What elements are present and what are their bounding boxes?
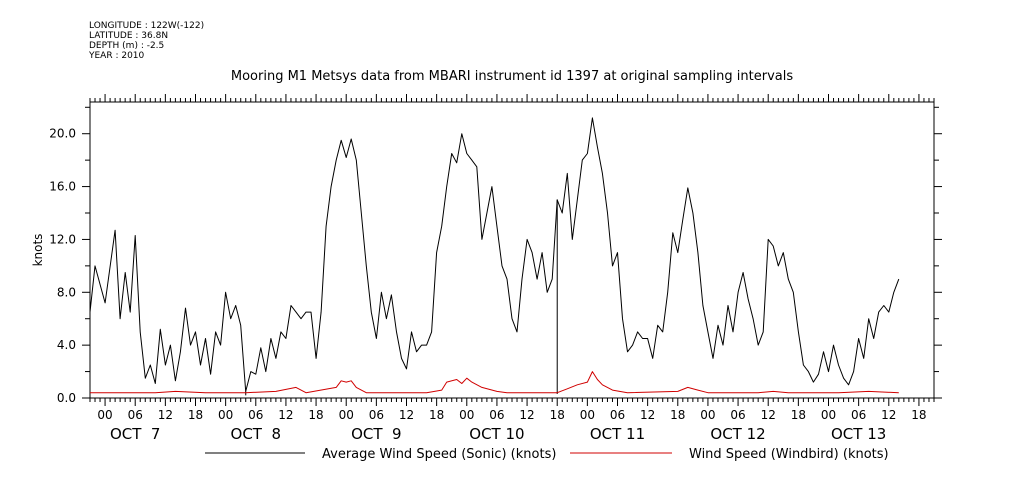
x-tick-label: 00 [700,408,715,422]
x-tick-label: 00 [821,408,836,422]
x-day-label: OCT 12 [710,425,765,443]
x-tick-label: 00 [459,408,474,422]
x-tick-label: 18 [429,408,444,422]
x-tick-label: 06 [489,408,504,422]
x-day-label: OCT 13 [831,425,886,443]
x-tick-label: 12 [519,408,534,422]
x-tick-label: 06 [610,408,625,422]
x-tick-label: 18 [308,408,323,422]
y-tick-label: 12.0 [49,232,76,246]
x-day-label: OCT 11 [590,425,645,443]
plot-frame [89,101,935,399]
x-tick-label: 12 [881,408,896,422]
x-day-label: OCT 9 [351,425,402,443]
x-day-label: OCT 8 [231,425,282,443]
x-tick-label: 00 [339,408,354,422]
metadata-block: LONGITUDE : 122W(-122) LATITUDE : 36.8N … [89,21,204,61]
x-tick-label: 06 [730,408,745,422]
x-tick-label: 12 [640,408,655,422]
x-tick-label: 18 [911,408,926,422]
y-tick-label: 16.0 [49,180,76,194]
metadata-line: DEPTH (m) : -2.5 [89,41,165,51]
x-tick-label: 18 [188,408,203,422]
x-tick-label: 18 [670,408,685,422]
x-tick-label: 18 [791,408,806,422]
x-tick-label: 00 [218,408,233,422]
x-tick-label: 06 [851,408,866,422]
x-tick-label: 18 [550,408,565,422]
y-axis-label: knots [31,234,45,267]
x-tick-label: 06 [128,408,143,422]
legend-label-sonic: Average Wind Speed (Sonic) (knots) [322,447,556,462]
metadata-line: YEAR : 2010 [89,51,145,61]
axis-ticks: 00 06 12 18 00 06 12 18 00 06 12 18 00 06 12 18 00 06 12 18… [49,94,942,443]
y-tick-label: 0.0 [57,391,76,405]
series-line-windbird [90,371,899,394]
x-tick-label: 00 [580,408,595,422]
x-day-label: OCT 10 [469,425,524,443]
legend-label-windbird: Wind Speed (Windbird) (knots) [689,447,889,462]
y-tick-label: 20.0 [49,127,76,141]
x-tick-label: 12 [399,408,414,422]
series-line-sonic [89,117,900,392]
x-tick-label: 12 [278,408,293,422]
chart-title: Mooring M1 Metsys data from MBARI instru… [231,69,793,84]
series-layer [89,117,900,396]
metadata-line: LATITUDE : 36.8N [89,31,169,41]
x-tick-label: 12 [158,408,173,422]
x-day-label: OCT 7 [110,425,161,443]
x-tick-label: 00 [97,408,112,422]
y-tick-label: 4.0 [57,338,76,352]
y-tick-label: 8.0 [57,285,76,299]
metadata-line: LONGITUDE : 122W(-122) [89,21,205,31]
legend: Average Wind Speed (Sonic) (knots) Wind … [205,447,889,462]
x-tick-label: 06 [248,408,263,422]
x-tick-label: 12 [761,408,776,422]
x-tick-label: 06 [369,408,384,422]
